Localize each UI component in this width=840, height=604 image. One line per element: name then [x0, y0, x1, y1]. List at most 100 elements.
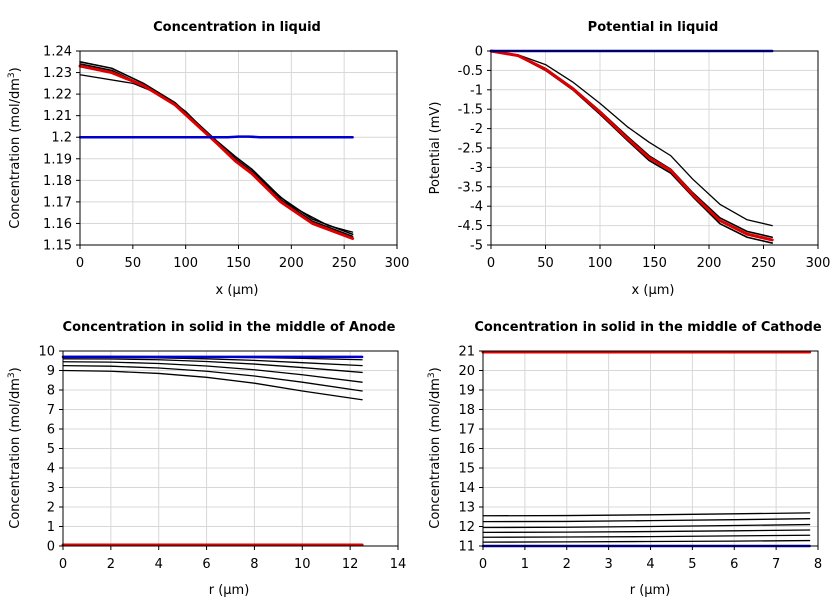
y-tick-label: 1.2 — [51, 131, 72, 146]
x-tick-label: 2 — [107, 557, 115, 572]
x-tick-label: 10 — [294, 557, 311, 572]
y-tick-label: -3.5 — [458, 180, 483, 195]
series-line-blue-4 — [78, 135, 354, 139]
chart-panel-concentration-in-liquid: Concentration in liquid x (µm) Concentra… — [7, 20, 409, 298]
x-axis-label: r (µm) — [209, 583, 250, 598]
series-line-black-2 — [482, 523, 811, 529]
x-tick-label: 0 — [76, 256, 84, 271]
chart-title: Concentration in solid in the middle of … — [474, 320, 822, 335]
x-ticks: 0 1 2 3 4 5 6 7 8 — [479, 546, 822, 572]
series-lines — [61, 355, 364, 547]
y-tick-label: 16 — [458, 442, 475, 457]
x-axis-label: r (µm) — [630, 583, 671, 598]
y-tick-label: 21 — [458, 345, 475, 360]
x-ticks: 0 50 100 150 200 250 300 — [487, 245, 830, 271]
series-line-black-0 — [490, 50, 773, 227]
y-tick-label: 1.23 — [43, 66, 72, 81]
x-tick-label: 4 — [646, 557, 654, 572]
x-tick-label: 14 — [390, 557, 407, 572]
y-tick-label: 18 — [458, 403, 475, 418]
x-tick-label: 150 — [226, 256, 251, 271]
y-ticks: 11 12 13 14 15 16 17 18 19 20 21 — [458, 345, 483, 555]
x-tick-label: 1 — [521, 557, 529, 572]
series-line-black-0 — [482, 512, 811, 517]
y-tick-label: -4 — [470, 200, 483, 215]
series-line-black-3 — [62, 358, 363, 374]
x-tick-label: 200 — [279, 256, 304, 271]
y-ticks: 1.15 1.16 1.17 1.18 1.19 1.2 1.21 1.22 1.23 1.24 — [43, 45, 80, 254]
y-tick-label: 1.21 — [43, 109, 72, 124]
x-tick-label: 4 — [155, 557, 163, 572]
x-tick-label: 6 — [202, 557, 210, 572]
y-tick-label: 6 — [47, 423, 55, 438]
y-axis-label: Concentration (mol/dm3) — [427, 367, 443, 529]
y-tick-label: 7 — [47, 403, 55, 418]
y-tick-label: -2 — [470, 122, 483, 137]
series-line-black-3 — [482, 529, 811, 533]
y-tick-label: 10 — [38, 345, 55, 360]
series-line-black-1 — [482, 518, 811, 523]
y-tick-label: -1.5 — [458, 103, 483, 118]
series-line-black-0 — [62, 369, 363, 401]
x-tick-label: 100 — [173, 256, 198, 271]
series-line-black-5 — [482, 539, 811, 543]
series-line-black-2 — [79, 60, 354, 236]
y-tick-label: 11 — [458, 540, 475, 555]
y-tick-label: 1.24 — [43, 45, 72, 60]
x-tick-label: 8 — [250, 557, 258, 572]
series-lines — [489, 49, 774, 244]
chart-title: Potential in liquid — [588, 20, 719, 35]
y-tick-label: 1.19 — [43, 152, 72, 167]
x-tick-label: 0 — [479, 557, 487, 572]
x-tick-label: 100 — [588, 256, 613, 271]
x-tick-label: 0 — [59, 557, 67, 572]
y-tick-label: 2 — [47, 501, 55, 516]
x-tick-label: 50 — [537, 256, 554, 271]
x-axis-label: x (µm) — [216, 283, 259, 298]
x-tick-label: 3 — [604, 557, 612, 572]
gridlines — [491, 51, 818, 245]
y-ticks: 0 1 2 3 4 5 6 7 8 9 10 — [38, 345, 63, 555]
x-tick-label: 250 — [332, 256, 357, 271]
y-tick-label: 0 — [475, 45, 483, 60]
y-tick-label: 4 — [47, 462, 55, 477]
x-tick-label: 5 — [688, 557, 696, 572]
x-ticks: 0 50 100 150 200 250 300 — [76, 245, 409, 271]
y-tick-label: 3 — [47, 481, 55, 496]
series-line-black-0 — [79, 74, 354, 233]
x-tick-label: 50 — [125, 256, 142, 271]
y-ticks: -5 -4.5 -4 -3.5 -3 -2.5 -2 -1.5 -1 -0.5 0 — [458, 45, 491, 254]
y-tick-label: 1.15 — [43, 239, 72, 254]
x-ticks: 0 2 4 6 8 10 12 14 — [59, 546, 406, 572]
y-tick-label: 19 — [458, 384, 475, 399]
y-tick-label: 1.17 — [43, 195, 72, 210]
chart-panel-potential-in-liquid: Potential in liquid x (µm) Potential (mV… — [428, 20, 830, 298]
y-tick-label: 20 — [458, 364, 475, 379]
x-tick-label: 7 — [772, 557, 780, 572]
series-line-red-3 — [78, 64, 355, 241]
series-line-black-2 — [490, 50, 774, 244]
y-tick-label: 12 — [458, 520, 475, 535]
y-tick-label: 17 — [458, 423, 475, 438]
x-tick-label: 2 — [563, 557, 571, 572]
series-line-black-1 — [62, 364, 363, 392]
x-tick-label: 150 — [642, 256, 667, 271]
y-tick-label: 13 — [458, 501, 475, 516]
gridlines — [63, 351, 398, 546]
y-tick-label: 15 — [458, 462, 475, 477]
series-line-black-4 — [482, 534, 811, 538]
x-tick-label: 6 — [730, 557, 738, 572]
y-tick-label: 5 — [47, 442, 55, 457]
x-tick-label: 12 — [342, 557, 359, 572]
y-tick-label: 0 — [47, 540, 55, 555]
y-tick-label: -2.5 — [458, 142, 483, 157]
x-tick-label: 0 — [487, 256, 495, 271]
x-tick-label: 200 — [697, 256, 722, 271]
y-tick-label: -0.5 — [458, 64, 483, 79]
y-axis-label: Potential (mV) — [428, 102, 443, 195]
y-tick-label: -4.5 — [458, 219, 483, 234]
x-tick-label: 250 — [751, 256, 776, 271]
y-tick-label: 14 — [458, 481, 475, 496]
x-axis-label: x (µm) — [632, 283, 675, 298]
